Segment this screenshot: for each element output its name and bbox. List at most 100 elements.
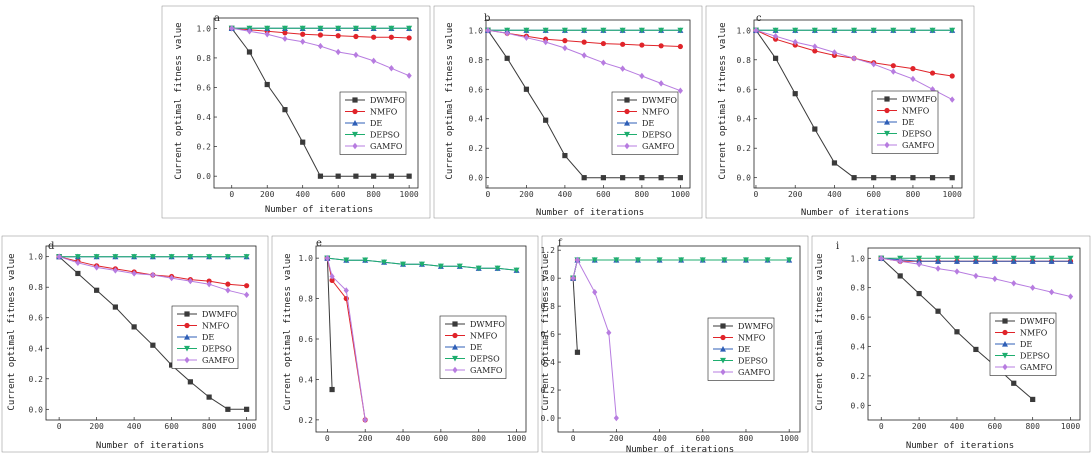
data-point-gamfo: [1030, 284, 1036, 291]
data-point-dwmfo: [94, 287, 100, 293]
y-tick-label: 0.4: [299, 375, 314, 384]
axes-frame: [557, 245, 801, 433]
data-point-dwmfo: [600, 175, 606, 181]
data-point-depso: [929, 27, 936, 34]
x-tick-label: 1000: [237, 422, 256, 431]
data-point-depso: [1010, 255, 1017, 262]
data-point-dwmfo: [187, 379, 193, 385]
legend-label-gamfo: GAMFO: [202, 356, 235, 365]
x-tick-label: 400: [827, 190, 842, 199]
data-point-depso: [935, 255, 942, 262]
data-point-depso: [699, 257, 706, 263]
x-tick-label: 0: [325, 434, 330, 443]
data-point-depso: [93, 254, 100, 260]
data-point-depso: [613, 257, 620, 263]
y-tick-label: 0.0: [197, 172, 212, 181]
legend-label-dwmfo: DWMFO: [202, 310, 237, 319]
data-point-depso: [619, 27, 626, 34]
x-tick-label: 400: [558, 190, 573, 199]
data-point-dwmfo: [639, 175, 645, 181]
data-point-depso: [335, 25, 342, 32]
legend-marker-nmfo: [884, 107, 890, 114]
legend-marker-nmfo: [352, 108, 358, 115]
data-point-nmfo: [371, 34, 377, 40]
legend-label-depso: DEPSO: [202, 345, 232, 354]
chart-b: b 0 200 400 600 800 1000 0.0 0.2 0.4 0.6 0.8 1.0 DW…: [433, 5, 703, 219]
legend-label-dwmfo: DWMFO: [1020, 317, 1055, 326]
legend-label-de: DE: [642, 119, 654, 128]
data-point-depso: [343, 257, 350, 264]
data-point-gamfo: [523, 34, 530, 41]
data-point-depso: [168, 254, 175, 260]
y-tick-label: 0.8: [851, 284, 866, 293]
x-tick-label: 600: [434, 434, 449, 443]
legend-label-nmfo: NMFO: [642, 108, 670, 117]
y-tick-label: 0.6: [469, 85, 484, 94]
legend-marker-dwmfo: [720, 323, 726, 329]
x-tick-label: 800: [1025, 422, 1040, 431]
y-tick-label: 0.2: [851, 372, 866, 381]
data-point-gamfo: [935, 265, 941, 272]
data-point-dwmfo: [910, 175, 916, 181]
legend-label-gamfo: GAMFO: [642, 142, 675, 151]
x-axis-title: Number of iterations: [265, 205, 373, 215]
y-tick-label: 0.6: [197, 83, 212, 92]
y-tick-label: 0.2: [197, 143, 212, 152]
x-tick-label: 400: [295, 190, 310, 199]
data-point-gamfo: [658, 80, 664, 87]
data-point-nmfo: [300, 31, 306, 37]
data-point-depso: [677, 27, 684, 34]
legend-marker-de: [624, 120, 630, 126]
data-point-dwmfo: [851, 175, 857, 181]
y-tick-label: 0.8: [29, 283, 44, 292]
legend-label-de: DE: [470, 343, 482, 352]
chart-c: c 0 200 400 600 800 1000 0.0 0.2 0.4 0.6 0.8 1.0 DW…: [705, 5, 975, 219]
y-tick-label: 0.0: [541, 414, 556, 423]
data-point-dwmfo: [916, 290, 922, 297]
legend-marker-nmfo: [624, 108, 630, 115]
data-point-gamfo: [94, 264, 100, 271]
data-point-dwmfo: [574, 349, 581, 355]
x-tick-label: 600: [988, 422, 1003, 431]
legend: DWMFO NMFO DE DEPSO GAMFO: [989, 312, 1057, 376]
x-tick-label: 600: [866, 190, 881, 199]
legend-marker-de: [452, 344, 458, 350]
x-tick-label: 0: [229, 190, 234, 199]
data-point-gamfo: [317, 42, 324, 50]
series-line-depso: [572, 259, 790, 279]
data-point-depso: [991, 255, 998, 262]
x-tick-label: 200: [788, 190, 803, 199]
x-axis-title: Number of iterations: [801, 208, 909, 218]
data-point-nmfo: [244, 283, 250, 289]
data-point-gamfo: [606, 329, 612, 336]
x-tick-label: 600: [596, 190, 611, 199]
data-point-gamfo: [581, 52, 587, 59]
legend: DWMFO NMFO DE DEPSO GAMFO: [339, 91, 407, 155]
data-point-gamfo: [244, 291, 250, 299]
panel-label: a: [214, 13, 220, 24]
legend-marker-depso: [352, 131, 358, 138]
data-point-gamfo: [570, 274, 576, 282]
data-point-dwmfo: [112, 304, 118, 310]
data-point-dwmfo: [871, 175, 877, 181]
data-point-depso: [591, 257, 598, 263]
y-tick-label: 0.6: [299, 335, 314, 344]
legend: DWMFO NMFO DE DEPSO GAMFO: [871, 90, 939, 154]
data-point-depso: [112, 254, 119, 260]
axes-frame: [867, 247, 1081, 421]
x-tick-label: 1000: [507, 434, 526, 443]
series-depso: [228, 25, 413, 32]
legend-marker-nmfo: [184, 322, 190, 329]
data-point-nmfo: [677, 43, 683, 50]
legend-marker-de: [184, 334, 190, 340]
data-point-depso: [678, 257, 685, 263]
data-point-gamfo: [639, 72, 645, 80]
series-depso: [324, 255, 520, 274]
x-tick-label: 600: [696, 434, 711, 443]
data-point-dwmfo: [929, 175, 936, 181]
data-point-nmfo: [949, 73, 955, 79]
data-point-nmfo: [225, 281, 231, 287]
legend: DWMFO NMFO DE DEPSO GAMFO: [171, 305, 239, 369]
data-point-depso: [742, 257, 749, 263]
